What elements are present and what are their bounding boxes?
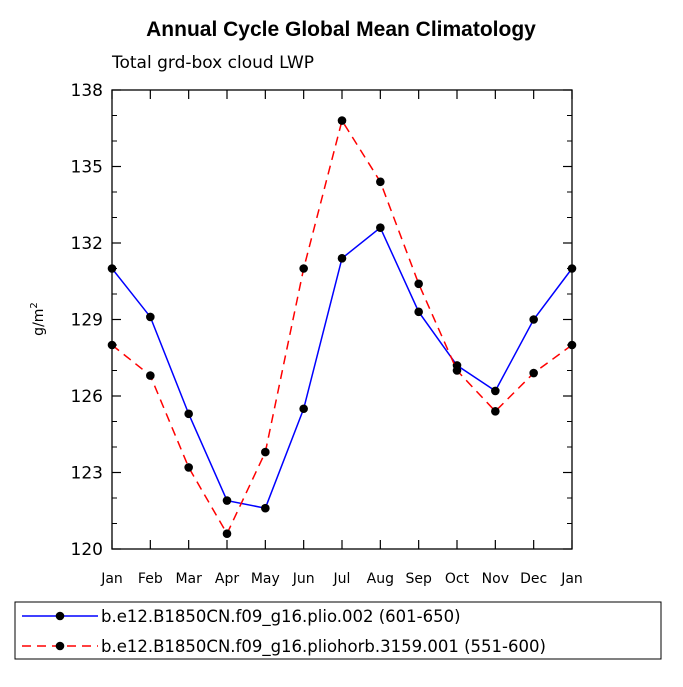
x-tick-label: Aug (367, 571, 394, 587)
x-tick-label: Dec (520, 571, 547, 587)
y-tick-label: 126 (71, 387, 103, 407)
data-point (491, 407, 500, 416)
x-tick-label: Jun (292, 571, 315, 587)
x-tick-label: Apr (215, 571, 239, 587)
x-tick-label: Jul (333, 571, 351, 587)
y-tick-label: 120 (71, 540, 103, 560)
x-tick-label: Jan (100, 571, 123, 587)
data-point (376, 177, 385, 187)
y-axis-label: g/m2 (29, 302, 47, 336)
y-tick-label: 132 (71, 234, 103, 254)
data-point (337, 116, 347, 125)
y-axis-label-superscript: 2 (29, 302, 40, 308)
y-tick-label: 135 (71, 158, 103, 178)
legend-swatch-marker (55, 641, 65, 651)
legend-swatch-marker (55, 611, 65, 621)
legend-label: b.e12.B1850CN.f09_g16.plio.002 (601-650) (101, 607, 461, 627)
x-tick-label: Oct (445, 571, 470, 587)
data-point (299, 404, 308, 414)
data-point (337, 253, 347, 263)
data-point (452, 366, 462, 375)
data-point (529, 368, 538, 378)
x-tick-label: May (251, 571, 280, 587)
x-tick-label: Jan (560, 571, 583, 587)
data-point (146, 312, 155, 322)
x-tick-label: Mar (175, 571, 202, 587)
chart-subtitle: Total grd-box cloud LWP (111, 53, 314, 73)
legend: b.e12.B1850CN.f09_g16.plio.002 (601-650)… (14, 601, 662, 660)
axes: 120 123 126 129 132 135 138 Jan Feb Mar Apr May Jun J… (71, 81, 583, 587)
plot-frame (111, 89, 573, 550)
chart-title: Annual Cycle Global Mean Climatology (146, 18, 536, 41)
data-point (529, 315, 538, 324)
data-point (222, 529, 232, 538)
data-point (261, 503, 270, 513)
data-point (261, 447, 270, 457)
data-point (184, 409, 193, 419)
series-1 (107, 223, 577, 513)
series-2 (107, 116, 577, 538)
data-point (567, 264, 577, 273)
data-point (184, 463, 193, 472)
data-point (146, 371, 155, 380)
legend-box (14, 601, 662, 660)
series-line (111, 226, 573, 510)
x-tick-label: Nov (482, 571, 509, 587)
y-tick-label: 138 (71, 81, 103, 101)
y-axis-label-text: g/m (31, 309, 47, 336)
data-point (107, 340, 117, 350)
x-tick-label: Feb (138, 571, 163, 587)
data-point (567, 340, 577, 350)
data-point (299, 264, 308, 273)
y-tick-label: 129 (71, 311, 103, 331)
legend-label: b.e12.B1850CN.f09_g16.pliohorb.3159.001 … (101, 637, 546, 657)
series-line (111, 118, 573, 536)
y-tick-label: 123 (71, 464, 103, 484)
data-point (414, 307, 423, 317)
data-point (376, 223, 385, 232)
x-tick-label: Sep (405, 571, 432, 587)
series-layer (107, 116, 577, 538)
data-point (414, 279, 423, 289)
data-point (491, 386, 500, 396)
data-point (107, 264, 117, 273)
data-point (222, 496, 232, 505)
